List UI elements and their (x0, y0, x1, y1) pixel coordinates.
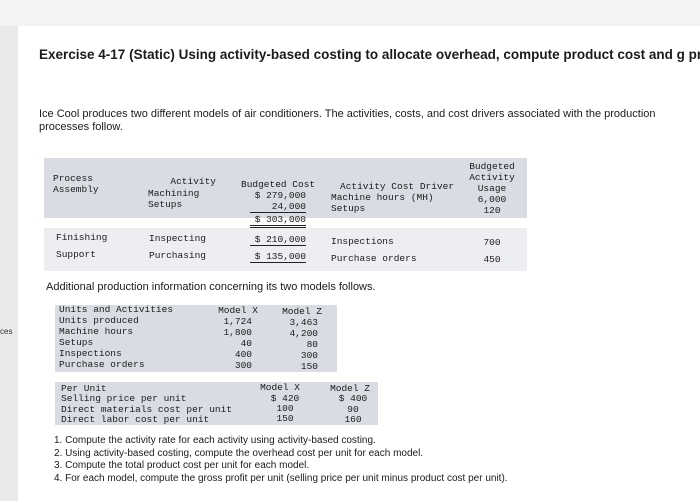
sidebar-label: ces (0, 327, 13, 336)
support-usage: 450 (483, 254, 501, 265)
units-row-label: Inspections (59, 348, 122, 359)
units-row-label: Purchase orders (59, 359, 145, 370)
units-row-label: Machine hours (59, 326, 134, 337)
activity-table-other-bg (44, 228, 527, 271)
assembly-activity-setups: Setups (148, 199, 183, 210)
support-driver: Purchase orders (331, 253, 417, 264)
finishing-process: Finishing (56, 232, 108, 243)
assembly-process: Assembly (53, 184, 99, 195)
header-budgeted-cost: Budgeted Cost (241, 179, 316, 190)
units-row-x: 40 (240, 338, 252, 349)
support-cost: $ 135,000 (250, 251, 306, 263)
per-unit-row-z: 160 (344, 414, 362, 425)
assembly-cost-total: $ 303,000 (250, 214, 306, 228)
per-unit-row-z: 90 (347, 404, 359, 415)
question-list: 1. Compute the activity rate for each ac… (54, 435, 508, 485)
support-process: Support (56, 249, 96, 260)
units-row-z: 80 (306, 339, 318, 350)
per-unit-header-model-z: Model Z (330, 383, 370, 394)
support-activity: Purchasing (149, 250, 207, 261)
units-header-model-z: Model Z (282, 306, 322, 317)
question-item: 1. Compute the activity rate for each ac… (54, 435, 376, 446)
per-unit-row-x: 150 (276, 413, 294, 424)
units-header: Units and Activities (59, 304, 174, 315)
finishing-cost: $ 210,000 (250, 234, 306, 246)
units-row-z: 3,463 (289, 317, 318, 328)
units-row-z: 300 (300, 350, 318, 361)
finishing-activity: Inspecting (149, 233, 207, 244)
units-row-label: Units produced (59, 315, 139, 326)
per-unit-table-bg (55, 382, 378, 425)
per-unit-row-x: $ 420 (270, 393, 300, 404)
per-unit-row-z: $ 400 (338, 393, 368, 404)
header-budgeted: Budgeted (469, 161, 515, 172)
question-item: 2. Using activity-based costing, compute… (54, 447, 424, 459)
units-row-x: 1,724 (223, 316, 252, 327)
header-process: Process (53, 173, 93, 184)
per-unit-row-label: Selling price per unit (61, 393, 187, 404)
assembly-driver-mh: Machine hours (MH) (331, 192, 434, 203)
header-activity: Activity (170, 176, 216, 187)
header-usage: Usage (477, 183, 507, 194)
units-header-model-x: Model X (218, 305, 258, 316)
intro-text: Ice Cool produces two different models o… (39, 108, 656, 133)
per-unit-row-label: Direct materials cost per unit (61, 404, 233, 415)
assembly-usage-setups: 120 (483, 205, 501, 216)
per-unit-header-model-x: Model X (260, 382, 300, 393)
units-activities-table-bg (55, 305, 337, 372)
units-row-x: 1,800 (223, 327, 252, 338)
per-unit-row-x: 100 (276, 403, 294, 414)
header-activity-cost-driver: Activity Cost Driver (340, 181, 455, 192)
units-row-z: 4,200 (289, 328, 318, 339)
finishing-driver: Inspections (331, 236, 394, 247)
top-bar (0, 0, 700, 26)
units-row-x: 300 (234, 360, 252, 371)
per-unit-row-label: Direct labor cost per unit (61, 414, 210, 425)
activity-table-assembly-bg (44, 158, 527, 218)
question-item: 3. Compute the total product cost per un… (54, 460, 310, 471)
assembly-driver-setups: Setups (331, 203, 366, 214)
question-item: 4. For each model, compute the gross pro… (54, 472, 508, 484)
left-sidebar (0, 26, 18, 501)
assembly-usage-mh: 6,000 (477, 194, 507, 205)
assembly-cost-machining: $ 279,000 (254, 190, 306, 201)
units-row-z: 150 (300, 361, 318, 372)
per-unit-header: Per Unit (61, 383, 107, 394)
header-activity-usage: Activity (469, 172, 515, 183)
assembly-cost-setups: 24,000 (250, 201, 306, 213)
additional-info-text: Additional production information concer… (46, 281, 376, 293)
finishing-usage: 700 (483, 237, 501, 248)
exercise-title: Exercise 4-17 (Static) Using activity-ba… (39, 47, 700, 62)
units-row-label: Setups (59, 337, 94, 348)
units-row-x: 400 (234, 349, 252, 360)
assembly-activity-machining: Machining (148, 188, 200, 199)
